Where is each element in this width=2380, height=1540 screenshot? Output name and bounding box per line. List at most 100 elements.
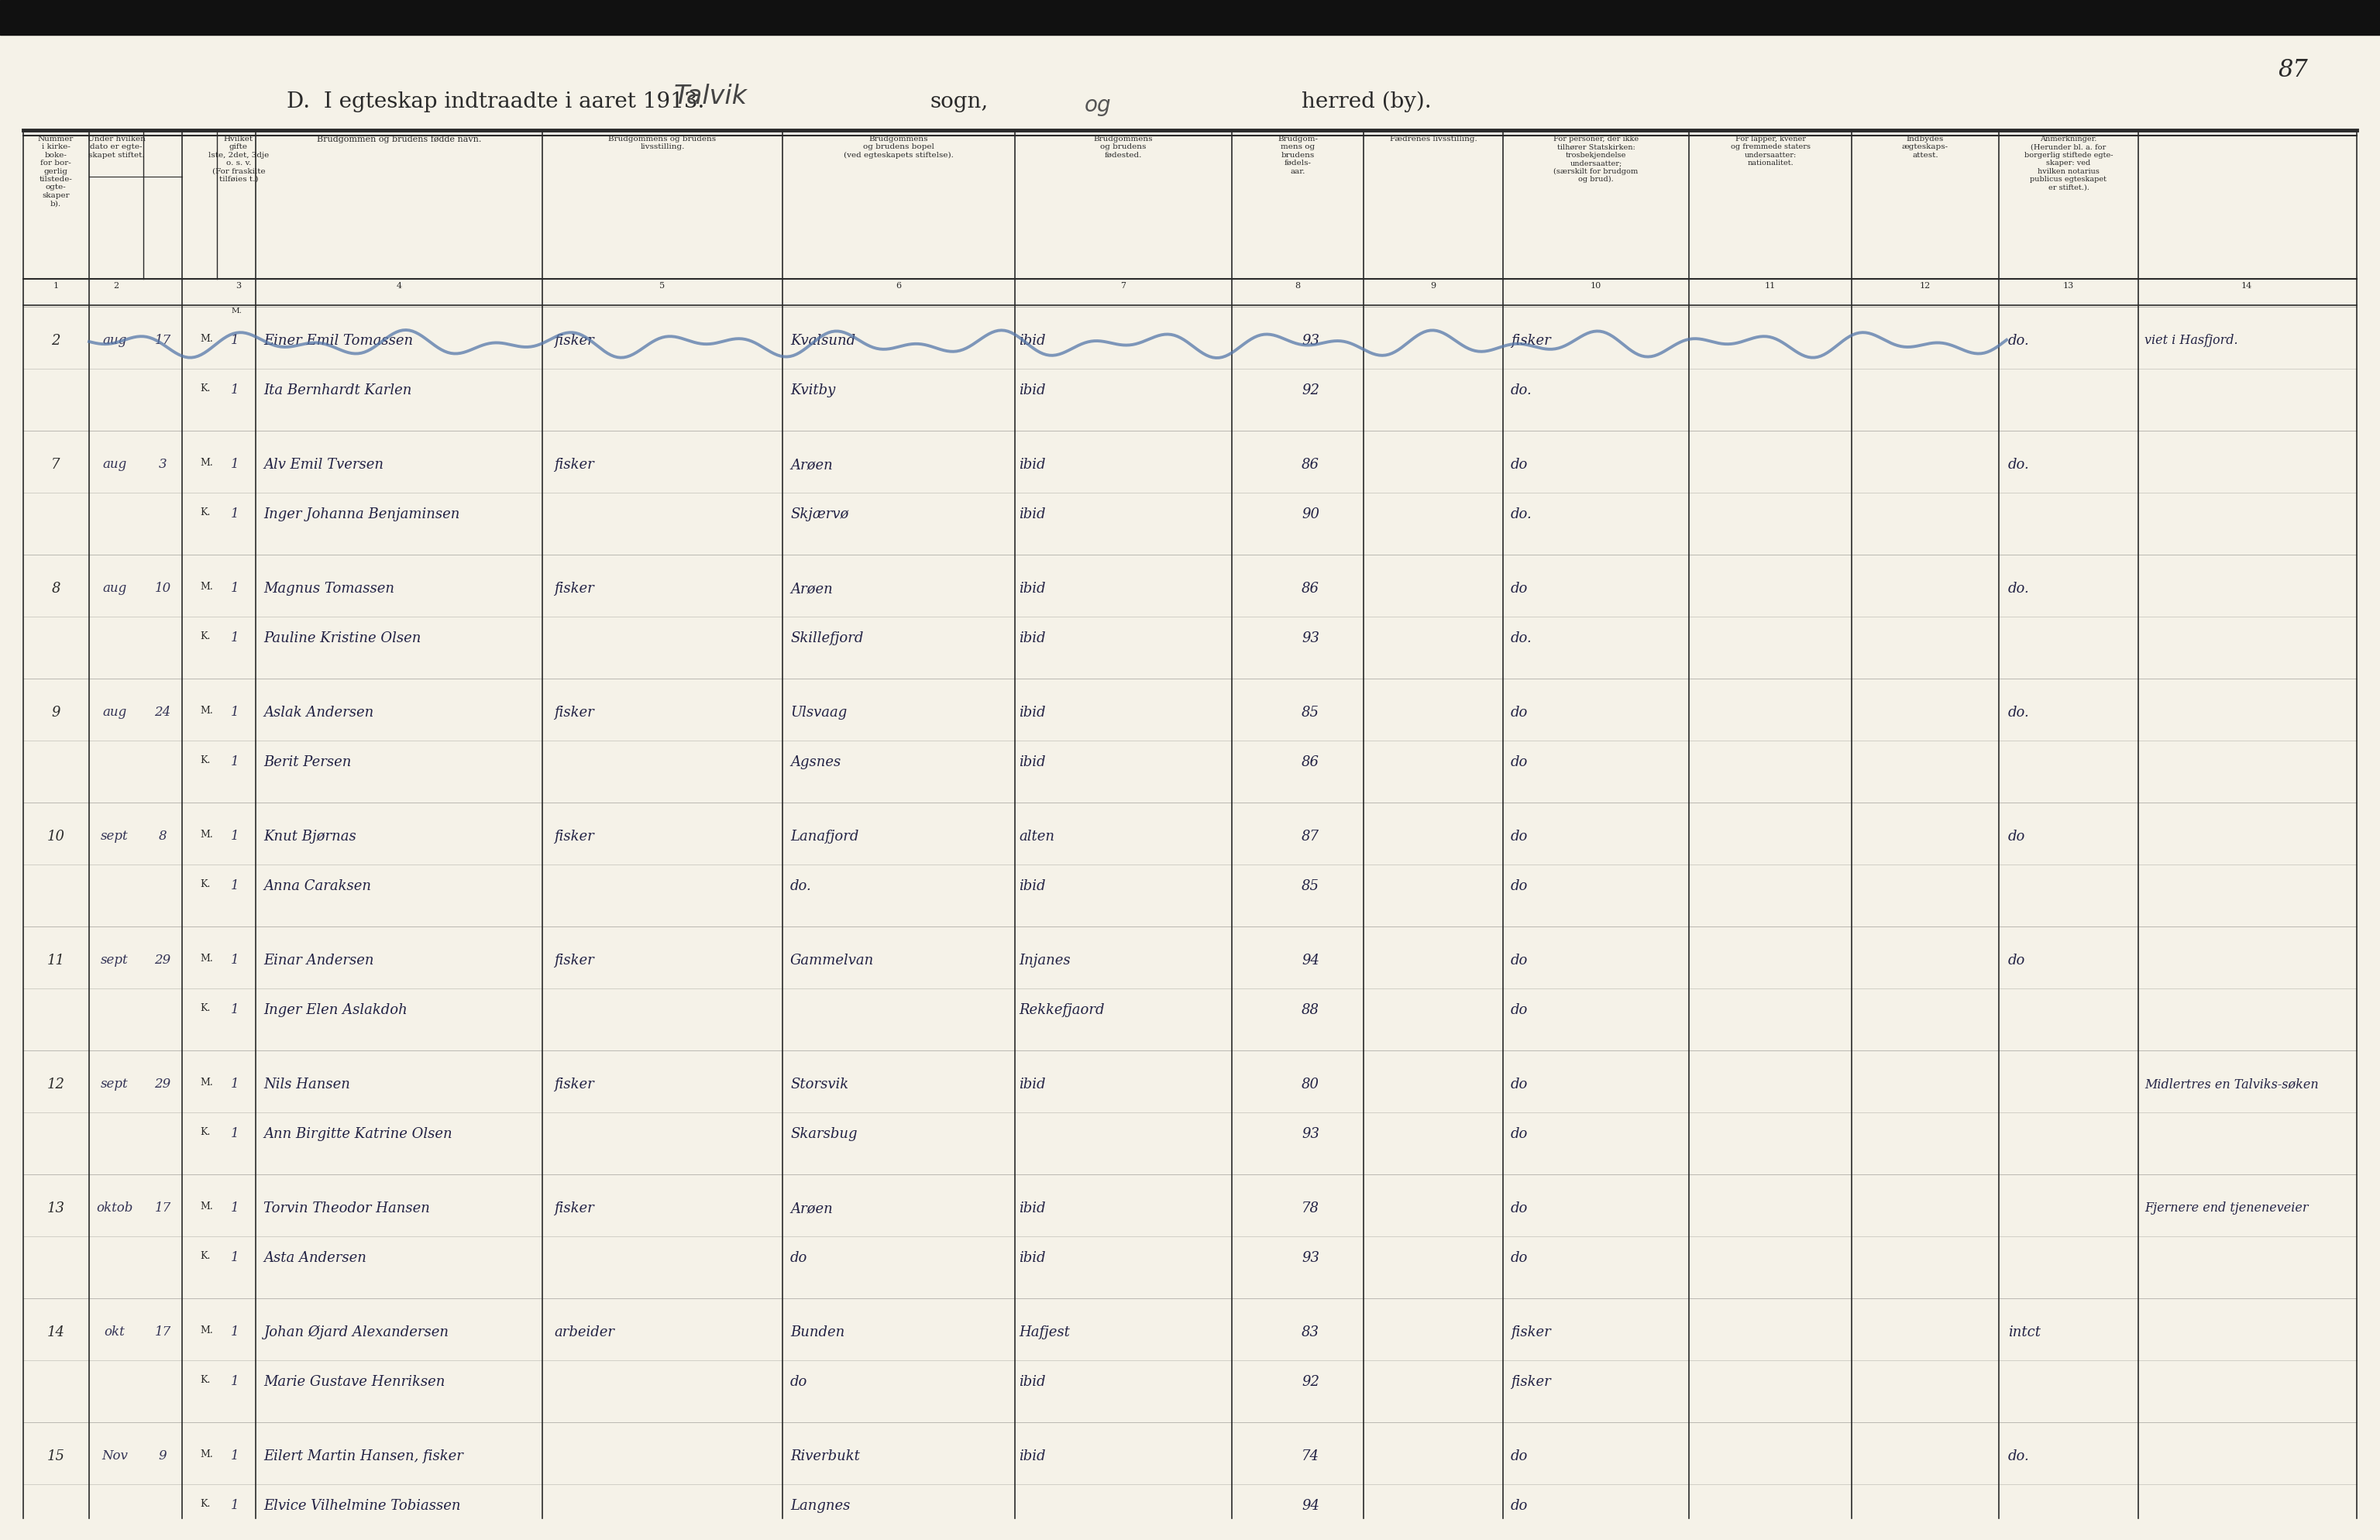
Text: 85: 85	[1302, 879, 1319, 893]
Text: do: do	[1511, 1004, 1528, 1018]
Text: do: do	[1511, 879, 1528, 893]
Text: 1: 1	[231, 1078, 238, 1090]
Text: 13: 13	[48, 1201, 64, 1215]
Text: oktob: oktob	[95, 1201, 133, 1215]
Text: 86: 86	[1302, 457, 1319, 471]
Text: ibid: ibid	[1019, 756, 1045, 770]
Text: sept: sept	[100, 953, 129, 967]
Text: 12: 12	[48, 1078, 64, 1092]
Text: 1: 1	[231, 1004, 238, 1016]
Text: 87: 87	[2278, 59, 2309, 82]
Text: M.: M.	[200, 830, 212, 839]
Text: do.: do.	[1511, 383, 1533, 397]
Text: aug: aug	[102, 705, 126, 719]
Text: Brudgommens
og brudens
fødested.: Brudgommens og brudens fødested.	[1095, 136, 1152, 159]
Text: do: do	[790, 1250, 807, 1266]
Text: ibid: ibid	[1019, 705, 1045, 719]
Text: fisker: fisker	[1511, 1326, 1552, 1340]
Text: do: do	[1511, 1498, 1528, 1512]
Text: 17: 17	[155, 1326, 171, 1338]
Text: aug: aug	[102, 334, 126, 346]
Text: M.: M.	[200, 1201, 212, 1212]
Text: do: do	[1511, 457, 1528, 471]
Text: 6: 6	[895, 282, 902, 290]
Text: K.: K.	[200, 1498, 209, 1509]
Text: 1: 1	[231, 705, 238, 719]
Text: 4: 4	[395, 282, 402, 290]
Text: Fædrenes livsstilling.: Fædrenes livsstilling.	[1390, 136, 1478, 143]
Text: 15: 15	[48, 1449, 64, 1463]
Text: Langnes: Langnes	[790, 1498, 850, 1512]
Text: Rekkefjaord: Rekkefjaord	[1019, 1004, 1104, 1018]
Text: sogn,: sogn,	[931, 91, 988, 112]
Text: fisker: fisker	[555, 830, 595, 844]
Text: 11: 11	[1764, 282, 1775, 290]
Text: og: og	[1085, 94, 1111, 115]
Text: 10: 10	[48, 830, 64, 844]
Text: 10: 10	[155, 582, 171, 594]
Text: aug: aug	[102, 457, 126, 471]
Text: 3: 3	[236, 282, 240, 290]
Text: fisker: fisker	[555, 1078, 595, 1092]
Text: 92: 92	[1302, 1375, 1319, 1389]
Text: 1: 1	[231, 457, 238, 471]
Text: 9: 9	[159, 1449, 167, 1463]
Text: 1: 1	[231, 1127, 238, 1141]
Text: do.: do.	[2009, 705, 2030, 719]
Text: Agsnes: Agsnes	[790, 756, 840, 770]
Text: Indbydes
ægteskaps-
attest.: Indbydes ægteskaps- attest.	[1902, 136, 1949, 159]
Text: 29: 29	[155, 953, 171, 967]
Text: M.: M.	[231, 308, 243, 314]
Text: Anna Caraksen: Anna Caraksen	[264, 879, 371, 893]
Text: 86: 86	[1302, 582, 1319, 596]
Text: 17: 17	[155, 1201, 171, 1215]
Text: 1: 1	[231, 1449, 238, 1463]
Text: intct: intct	[2009, 1326, 2040, 1340]
Text: Kvalsund: Kvalsund	[790, 334, 854, 348]
Text: Anmerkninger.
(Herunder bl. a. for
borgerlig stiftede egte-
skaper: ved
hvilken : Anmerkninger. (Herunder bl. a. for borge…	[2025, 136, 2113, 191]
Text: Midlertres en Talviks-søken: Midlertres en Talviks-søken	[2144, 1078, 2318, 1090]
Text: K.: K.	[200, 1127, 209, 1138]
Text: fisker: fisker	[555, 582, 595, 596]
Text: M.: M.	[200, 582, 212, 591]
Text: ibid: ibid	[1019, 334, 1045, 348]
Text: ibid: ibid	[1019, 1201, 1045, 1215]
Text: Hvilket
gifte
lste, 2det, 3dje
o. s. v.
(For fraskilte
tilføies t.): Hvilket gifte lste, 2det, 3dje o. s. v. …	[209, 136, 269, 183]
Text: 1: 1	[231, 1201, 238, 1215]
Text: Injanes: Injanes	[1019, 953, 1071, 967]
Text: alten: alten	[1019, 830, 1054, 844]
Text: 1: 1	[231, 756, 238, 768]
Text: 10: 10	[1590, 282, 1602, 290]
Text: fisker: fisker	[555, 457, 595, 471]
Text: fisker: fisker	[1511, 1375, 1552, 1389]
Text: okt: okt	[105, 1326, 126, 1338]
Text: 5: 5	[659, 282, 664, 290]
Text: Arøen: Arøen	[790, 582, 833, 596]
Text: Fjernere end tjeneneveier: Fjernere end tjeneneveier	[2144, 1201, 2309, 1215]
Text: 8: 8	[159, 830, 167, 842]
Text: do.: do.	[2009, 582, 2030, 596]
Text: Berit Persen: Berit Persen	[264, 756, 352, 770]
Text: 1: 1	[231, 582, 238, 594]
Text: do: do	[1511, 1250, 1528, 1266]
Text: Ann Birgitte Katrine Olsen: Ann Birgitte Katrine Olsen	[264, 1127, 452, 1141]
Text: K.: K.	[200, 879, 209, 890]
Text: Riverbukt: Riverbukt	[790, 1449, 859, 1463]
Text: do: do	[1511, 1127, 1528, 1141]
Text: fisker: fisker	[555, 705, 595, 719]
Text: 93: 93	[1302, 1127, 1319, 1141]
Text: 78: 78	[1302, 1201, 1319, 1215]
Text: 7: 7	[52, 457, 60, 471]
Text: sept: sept	[100, 1078, 129, 1090]
Text: Skillefjord: Skillefjord	[790, 631, 864, 645]
Text: 90: 90	[1302, 508, 1319, 522]
Text: 1: 1	[52, 282, 60, 290]
Text: 8: 8	[52, 582, 60, 596]
Text: 1: 1	[231, 1498, 238, 1512]
Text: K.: K.	[200, 1375, 209, 1384]
Text: ibid: ibid	[1019, 383, 1045, 397]
Text: M.: M.	[200, 1449, 212, 1460]
Text: Nummer
i kirke-
boke-
for bor-
gerlig
tilstede-
ogte-
skaper
b).: Nummer i kirke- boke- for bor- gerlig ti…	[38, 136, 74, 206]
Text: do.: do.	[790, 879, 812, 893]
Text: 29: 29	[155, 1078, 171, 1090]
